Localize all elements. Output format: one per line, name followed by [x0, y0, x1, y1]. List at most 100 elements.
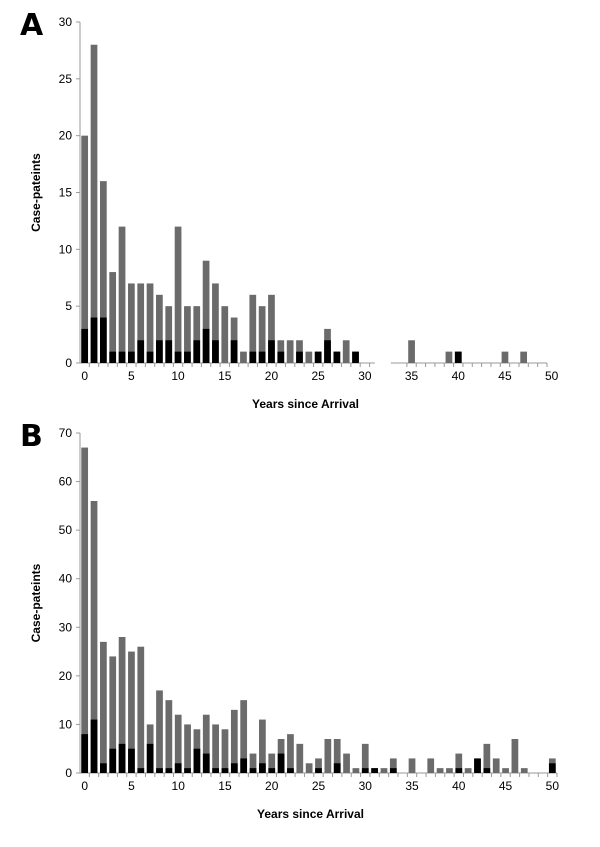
bar-subset	[474, 758, 481, 773]
bar-subset	[296, 351, 303, 363]
y-tick-label: 5	[65, 299, 72, 313]
bar-total	[389, 758, 397, 773]
bar-subset	[315, 768, 322, 773]
bar-subset	[81, 734, 89, 773]
x-tick-label: 35	[405, 369, 419, 383]
bar-subset	[371, 768, 378, 773]
bar-total	[240, 700, 248, 773]
bar-subset	[352, 351, 359, 363]
bar-total	[156, 690, 163, 773]
x-tick-label: 5	[128, 369, 135, 383]
bar-total	[240, 351, 247, 363]
bar-total	[146, 283, 154, 363]
bar-subset	[361, 768, 369, 773]
x-tick-label: 50	[545, 369, 559, 383]
bar-subset	[109, 748, 117, 773]
bar-subset	[249, 768, 257, 773]
bar-total	[81, 135, 89, 363]
bar-total	[315, 758, 322, 773]
x-tick-label: 25	[311, 369, 325, 383]
chart-panel-a: A 0 5 10 15 20 25 30 0 5 10 15 20 25 30 35 40 45 50 Years s…	[20, 8, 559, 411]
y-tick-label: 10	[59, 242, 73, 256]
bar-total	[165, 306, 173, 363]
bar-subset	[137, 768, 145, 773]
x-tick-label: 45	[498, 369, 512, 383]
x-tick-label: 50	[546, 779, 560, 793]
bar-subset	[184, 768, 191, 773]
bar-total	[361, 743, 369, 773]
bar-subset	[454, 351, 462, 363]
bar-subset	[90, 719, 98, 773]
bar-subset	[277, 753, 285, 773]
bar-total	[81, 447, 89, 773]
y-axis-title: Case-pateints	[29, 153, 43, 232]
bar-total	[492, 758, 500, 773]
x-axis-title: Years since Arrival	[252, 397, 359, 411]
x-tick-label: 40	[452, 369, 466, 383]
bar-subset	[128, 351, 135, 363]
bar-total	[165, 700, 173, 773]
x-tick-label: 25	[312, 779, 326, 793]
y-axis-title: Case-pateints	[29, 563, 43, 642]
x-tick-label: 20	[265, 779, 279, 793]
bar-subset	[548, 763, 556, 773]
bar-total	[193, 306, 201, 363]
bar-subset	[389, 768, 397, 773]
bar-subset	[118, 351, 126, 363]
bar-subset	[156, 768, 163, 773]
x-tick-label: 0	[81, 369, 88, 383]
bar-total	[287, 734, 294, 773]
bar-subset	[137, 340, 145, 363]
bar-total	[343, 753, 350, 773]
bar-subset	[90, 317, 98, 363]
x-tick-label: 40	[452, 779, 466, 793]
x-tick-label: 10	[172, 779, 186, 793]
bar-subset	[81, 328, 89, 363]
bar-subset	[202, 328, 210, 363]
x-tick-label: 45	[499, 779, 513, 793]
bar-subset	[277, 351, 285, 363]
bar-total	[202, 714, 210, 773]
bar-subset	[268, 340, 275, 363]
y-tick-label: 30	[59, 620, 73, 634]
bar-subset	[118, 743, 126, 773]
bar-total	[174, 226, 182, 363]
bar-subset	[174, 351, 182, 363]
bar-total	[342, 340, 350, 363]
y-tick-label: 50	[59, 523, 73, 537]
y-tick-label: 15	[59, 186, 73, 200]
bar-total	[128, 651, 135, 773]
bar-total	[99, 181, 107, 363]
bar-subset	[230, 763, 238, 773]
x-tick-label: 20	[265, 369, 279, 383]
bar-total	[324, 739, 332, 773]
bar-subset	[109, 351, 117, 363]
bar-subset	[100, 763, 107, 773]
bar-subset	[249, 351, 257, 363]
bar-total	[90, 501, 98, 773]
bar-total	[511, 739, 519, 773]
bar-total	[156, 294, 163, 363]
bar-subset	[259, 763, 266, 773]
y-tick-label: 0	[65, 356, 72, 370]
bar-total	[212, 283, 219, 363]
y-tick-label: 10	[59, 717, 73, 731]
bar-total	[109, 656, 117, 773]
x-tick-label: 10	[171, 369, 185, 383]
bar-total	[305, 763, 313, 773]
bar-subset	[221, 768, 229, 773]
bar-subset	[483, 768, 491, 773]
y-tick-label: 20	[59, 129, 73, 143]
bar-total	[286, 340, 294, 363]
bar-total	[249, 294, 257, 363]
x-tick-label: 0	[81, 779, 88, 793]
bar-total	[90, 44, 98, 363]
bar-subset	[258, 351, 266, 363]
bar-subset	[156, 340, 163, 363]
bar-subset	[146, 351, 154, 363]
bar-total	[520, 768, 528, 773]
bar-total	[427, 758, 435, 773]
bar-subset	[184, 351, 191, 363]
bar-total	[137, 646, 145, 773]
bar-subset	[193, 340, 201, 363]
